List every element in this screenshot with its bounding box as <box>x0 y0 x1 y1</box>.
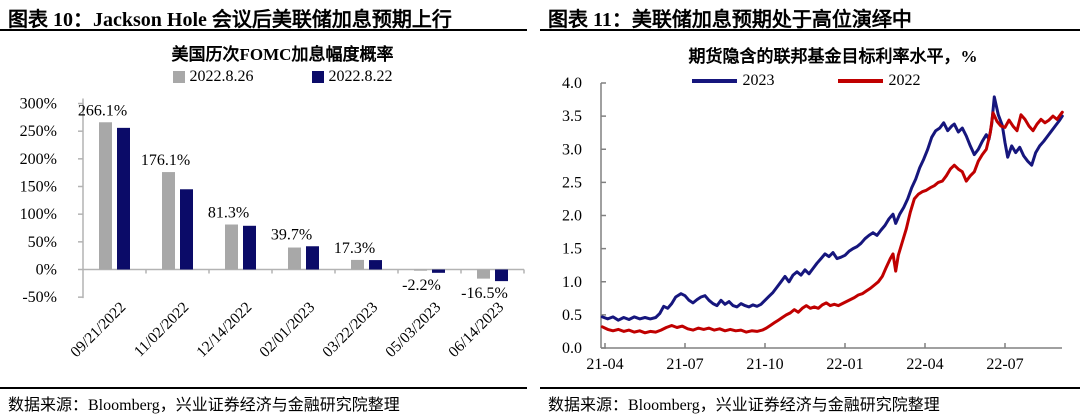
bar <box>243 225 256 270</box>
header-rule <box>0 29 527 31</box>
data-label: -2.2% <box>402 277 441 294</box>
series-line-2022 <box>600 110 1064 335</box>
data-label: 266.1% <box>78 102 127 119</box>
bar <box>477 269 490 279</box>
x-tick-label: 05/03/2023 <box>382 299 444 361</box>
line-chart-legend: 2023 2022 <box>600 72 1012 90</box>
legend-item-2022-8-26: 2022.8.26 <box>172 68 254 86</box>
y-tick-label: -50% <box>22 289 57 306</box>
legend-label: 2022.8.22 <box>328 68 393 85</box>
y-tick-label: 300% <box>20 96 57 113</box>
y-tick-label: 1.0 <box>562 274 582 291</box>
y-tick-label: 2.5 <box>562 174 582 191</box>
y-tick-label: 50% <box>28 234 57 251</box>
x-tick-label: 22-04 <box>906 356 943 373</box>
bar <box>162 172 175 270</box>
bar <box>351 259 364 270</box>
bar-chart-title: 美国历次FOMC加息幅度概率 <box>171 45 394 64</box>
legend-swatch-gray <box>172 71 185 83</box>
y-tick-label: 150% <box>20 179 57 196</box>
line-chart-svg: 4.0 3.5 3.0 2.5 2.0 1.5 1.0 0.5 0.021-04 21-07 21-… <box>562 75 1064 373</box>
source-note: 数据来源：Bloomberg，兴业证券经济与金融研究院整理 <box>548 397 940 414</box>
y-tick-label: 100% <box>20 206 57 223</box>
data-label: 39.7% <box>271 226 312 243</box>
legend-label: 2022.8.26 <box>189 68 254 85</box>
data-label: 81.3% <box>208 205 249 222</box>
bar-chart-svg: 300% 250% 200% 150% 100% 50% 0% -50% 266.1% 09/21… <box>20 96 525 361</box>
figure-11-header: 图表 11：美联储加息预期处于高位演绎中 <box>548 9 912 31</box>
legend-label: 2022 <box>888 72 921 89</box>
figure-11-panel: 图表 11：美联储加息预期处于高位演绎中 4.0 3.5 3.0 2.5 2.0 1.5 1… <box>540 0 1080 417</box>
bar <box>369 260 382 270</box>
bar <box>306 246 319 270</box>
legend-item-2022: 2022 <box>837 72 921 90</box>
footer-rule <box>0 387 527 389</box>
y-tick-label: 2.0 <box>562 208 582 225</box>
figure-10-panel: 图表 10：Jackson Hole 会议后美联储加息预期上行 300% 250%… <box>0 0 528 417</box>
x-tick-label: 22-01 <box>826 356 863 373</box>
x-tick-label: 21-04 <box>586 356 623 373</box>
x-tick-label: 22-07 <box>986 356 1023 373</box>
bar <box>99 122 112 270</box>
x-tick-label: 11/02/2022 <box>131 299 193 361</box>
legend-item-2023: 2023 <box>691 72 775 90</box>
source-note: 数据来源：Bloomberg，兴业证券经济与金融研究院整理 <box>8 397 400 414</box>
bar <box>414 269 427 271</box>
bar <box>288 247 301 270</box>
x-tick-label: 21-10 <box>746 356 783 373</box>
y-tick-label: 1.5 <box>562 241 582 258</box>
figure-10-header: 图表 10：Jackson Hole 会议后美联储加息预期上行 <box>8 9 452 31</box>
x-tick-label: 06/14/2023 <box>445 299 507 361</box>
header-rule <box>540 29 1080 31</box>
x-tick-label: 21-07 <box>666 356 703 373</box>
legend-swatch-navy <box>311 71 324 83</box>
bar <box>117 127 130 270</box>
legend-swatch-navy-line <box>691 79 737 83</box>
legend-label: 2023 <box>742 72 775 89</box>
y-tick-label: 4.0 <box>562 75 582 92</box>
data-label: 176.1% <box>141 152 190 169</box>
y-tick-label: 200% <box>20 151 57 168</box>
y-tick-label: 0.5 <box>562 307 582 324</box>
y-tick-label: 0% <box>36 262 57 279</box>
bar-chart-legend: 2022.8.26 2022.8.22 <box>60 68 505 86</box>
x-tick-label: 09/21/2022 <box>67 299 129 361</box>
series-line-2023 <box>600 95 1064 322</box>
y-tick-label: 250% <box>20 123 57 140</box>
bar <box>495 269 508 282</box>
x-tick-label: 12/14/2022 <box>193 299 255 361</box>
legend-swatch-red-line <box>837 79 883 83</box>
bar <box>180 189 193 270</box>
y-tick-label: 3.5 <box>562 108 582 125</box>
x-tick-label: 02/01/2023 <box>256 299 318 361</box>
y-tick-label: 0.0 <box>562 340 582 357</box>
bar <box>432 269 445 273</box>
bar <box>225 224 238 270</box>
data-label: -16.5% <box>461 285 508 302</box>
legend-item-2022-8-22: 2022.8.22 <box>311 68 393 86</box>
data-label: 17.3% <box>334 240 375 257</box>
footer-rule <box>540 387 1080 389</box>
line-chart-title: 期货隐含的联邦基金目标利率水平，% <box>688 47 978 66</box>
x-tick-label: 03/22/2023 <box>319 299 381 361</box>
y-tick-label: 3.0 <box>562 141 582 158</box>
